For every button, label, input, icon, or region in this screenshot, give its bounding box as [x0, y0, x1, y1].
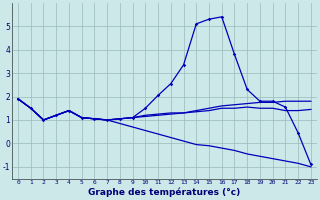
X-axis label: Graphe des températures (°c): Graphe des températures (°c) — [88, 188, 241, 197]
